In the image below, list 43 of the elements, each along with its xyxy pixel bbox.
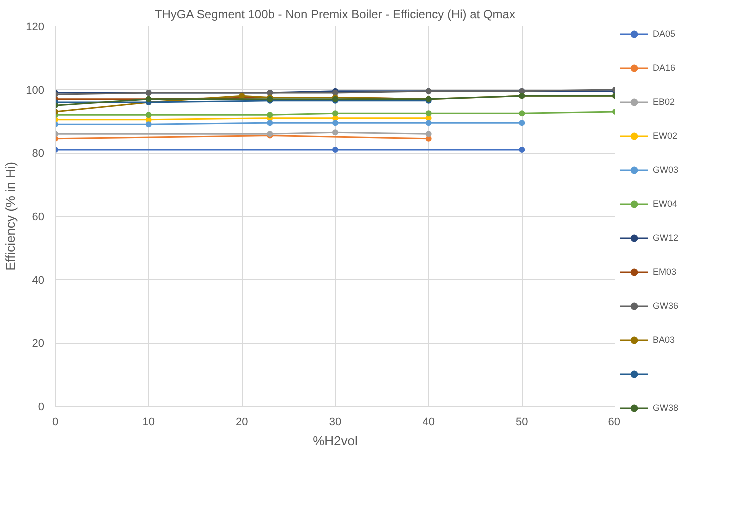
x-tick-label: 0 <box>52 416 59 428</box>
legend-label: EW04 <box>653 199 678 209</box>
point <box>519 120 526 126</box>
legend-label: EW02 <box>653 131 678 141</box>
legend-label: GW36 <box>653 301 679 311</box>
x-tick-label: 60 <box>608 416 621 428</box>
x-axis-title: %H2vol <box>313 434 358 448</box>
point <box>146 122 152 128</box>
y-tick-label: 20 <box>32 338 45 350</box>
point <box>267 120 274 126</box>
y-tick-label: 120 <box>26 22 45 34</box>
chart-title: THyGA Segment 100b - Non Premix Boiler - Efficiency (Hi) at Qmax <box>154 8 516 22</box>
x-tick-label: 30 <box>329 416 342 428</box>
legend-label: DA16 <box>653 63 676 73</box>
x-tick-label: 10 <box>142 416 155 428</box>
point <box>332 147 338 153</box>
point <box>519 147 526 153</box>
legend-label: BA03 <box>653 335 676 345</box>
point <box>239 93 246 100</box>
legend-label: EM03 <box>653 267 677 277</box>
legend-label: EB02 <box>653 97 676 107</box>
x-tick-label: 50 <box>516 416 528 428</box>
point <box>426 131 432 138</box>
y-axis-title: Efficiency (% in Hi) <box>3 162 18 271</box>
y-tick-label: 60 <box>32 212 45 224</box>
point <box>332 130 338 136</box>
point <box>426 110 432 117</box>
x-tick-label: 40 <box>422 416 435 428</box>
legend-label: GW38 <box>653 403 679 413</box>
point <box>267 112 274 118</box>
legend-label: GW12 <box>653 233 679 243</box>
y-tick-label: 0 <box>38 402 45 414</box>
point <box>519 110 526 117</box>
x-tick-label: 20 <box>236 416 248 428</box>
y-tick-label: 100 <box>26 84 45 97</box>
point <box>146 112 152 118</box>
point <box>332 120 338 126</box>
legend-label: GW03 <box>653 165 679 175</box>
point <box>426 120 432 126</box>
y-tick-label: 40 <box>32 274 45 287</box>
y-tick-label: 80 <box>32 148 45 160</box>
legend-label: DA05 <box>653 29 676 39</box>
point <box>332 110 338 117</box>
